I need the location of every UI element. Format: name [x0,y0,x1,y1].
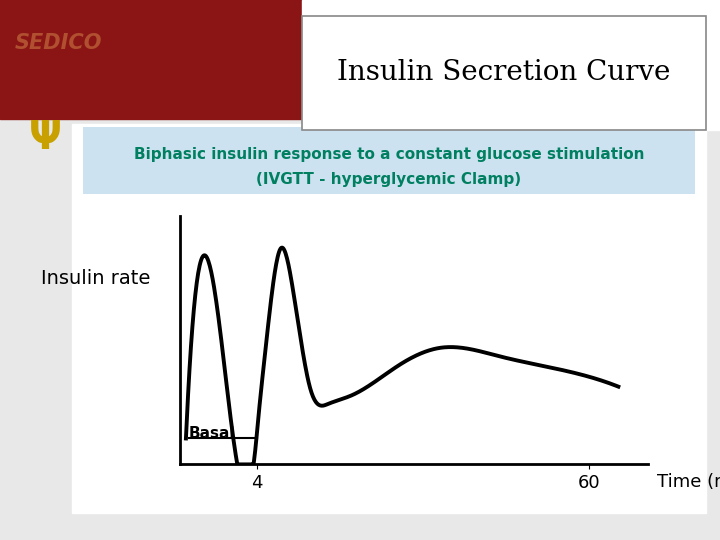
FancyBboxPatch shape [83,127,695,194]
Text: Insulin rate: Insulin rate [41,268,150,288]
Text: Ψ: Ψ [29,119,62,157]
Bar [0,0,720,119]
Bar [302,0,720,130]
Text: (IVGTT - hyperglycemic Clamp): (IVGTT - hyperglycemic Clamp) [256,172,521,187]
Text: Basal: Basal [189,426,235,441]
Text: SEDICO: SEDICO [14,32,102,52]
Text: Insulin: Insulin [490,33,622,66]
Polygon shape [0,0,720,119]
Text: Biphasic insulin response to a constant glucose stimulation: Biphasic insulin response to a constant … [133,147,644,162]
Text: Time (min): Time (min) [657,473,720,491]
Text: Insulin Secretion Curve: Insulin Secretion Curve [337,59,671,86]
Bar [72,124,706,513]
FancyBboxPatch shape [302,16,706,130]
